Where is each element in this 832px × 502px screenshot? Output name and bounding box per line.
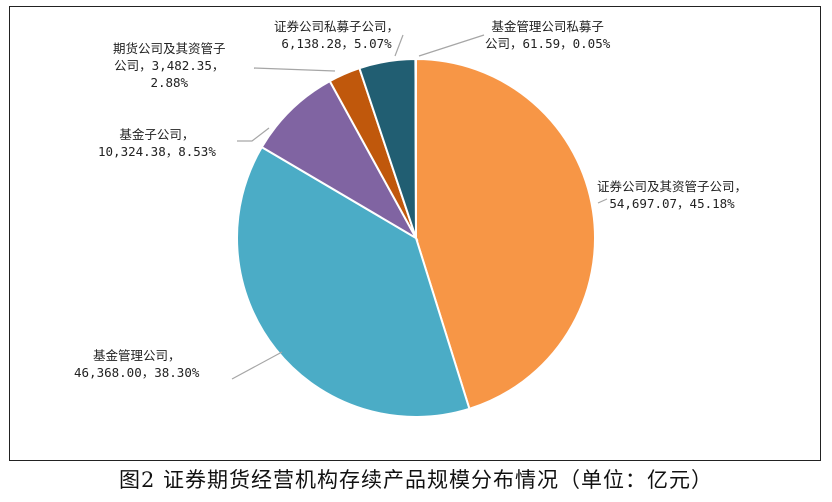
slice-label-line: 基金管理公司， (92, 348, 181, 363)
slice-label-fund-private: 基金管理公司私募子 公司，61.59，0.05% (485, 18, 610, 52)
leader-line-fund-subsidiary (237, 127, 270, 142)
pie-slice-fund-subsidiary (260, 79, 419, 241)
slice-label-line: 公司，3,482.35， (114, 58, 225, 73)
leader-line-securities-private (394, 34, 404, 57)
slice-label-line: 6,138.28，5.07% (281, 36, 392, 51)
slice-label-line: 证券公司及其资管子公司， (597, 179, 748, 194)
pie-slice-securities (415, 57, 596, 411)
slice-label-fund-management: 基金管理公司， 46,368.00，38.30% (74, 347, 199, 381)
slice-label-line: 10,324.38，8.53% (98, 144, 216, 159)
leader-line-futures (253, 67, 336, 72)
slice-label-line: 期货公司及其资管子 (113, 41, 226, 56)
slice-label-line: 54,697.07，45.18% (609, 196, 735, 211)
slice-label-securities: 证券公司及其资管子公司， 54,697.07，45.18% (597, 178, 747, 212)
pie-chart (231, 34, 608, 418)
leader-line-securities (597, 198, 608, 204)
slice-label-line: 证券公司私募子公司， (274, 19, 400, 34)
slice-label-line: 公司，61.59，0.05% (485, 36, 611, 51)
slice-label-fund-subsidiary: 基金子公司， 10,324.38，8.53% (98, 126, 216, 160)
pie-slice-fund-management (236, 145, 471, 418)
slice-label-line: 2.88% (150, 75, 189, 90)
pie-slice-fund-private (414, 57, 417, 239)
slice-label-securities-private: 证券公司私募子公司， 6,138.28，5.07% (274, 18, 399, 52)
slice-label-futures: 期货公司及其资管子 公司，3,482.35， 2.88% (113, 40, 226, 91)
figure-caption: 图2 证券期货经营机构存续产品规模分布情况（单位：亿元） (118, 468, 714, 492)
slice-label-line: 基金管理公司私募子 (491, 19, 604, 34)
leader-line-fund-management (231, 351, 283, 380)
slice-label-line: 46,368.00，38.30% (74, 365, 200, 380)
leader-line-fund-private (418, 34, 485, 57)
chart-frame: 证券公司及其资管子公司， 54,697.07，45.18% 基金管理公司， 46… (9, 6, 821, 461)
slice-label-line: 基金子公司， (119, 127, 195, 142)
